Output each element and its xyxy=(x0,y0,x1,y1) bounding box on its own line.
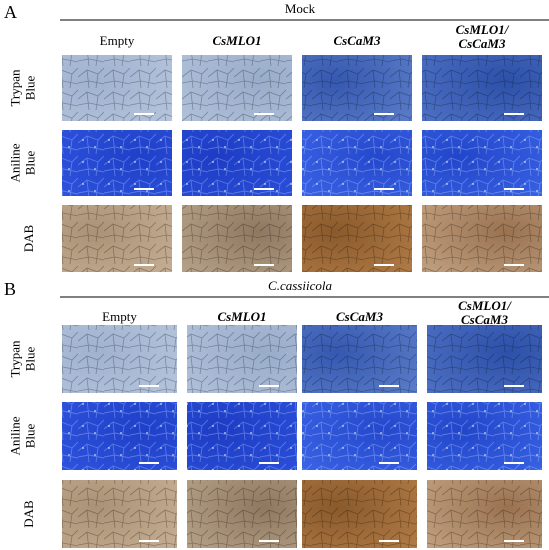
micrograph-texture xyxy=(62,402,177,470)
column-label: Empty xyxy=(102,309,137,324)
row-label-text: Aniline xyxy=(7,416,22,455)
column-label: CsMLO1 xyxy=(217,309,266,324)
micrograph-texture xyxy=(302,130,412,196)
row-label: Aniline Blue xyxy=(7,143,37,182)
micrograph-texture xyxy=(427,325,542,393)
row-label-text: Aniline xyxy=(7,143,22,182)
column-label: Empty xyxy=(100,33,135,48)
column-label: CsCaM3 xyxy=(336,309,383,324)
micrograph-texture xyxy=(427,480,542,548)
row-label-text: Blue xyxy=(22,346,37,371)
row-label-text: Trypan xyxy=(7,340,22,378)
micrograph-texture xyxy=(302,325,417,393)
micrograph-texture xyxy=(187,480,297,548)
row-label: DAB xyxy=(21,500,36,528)
row-label-text: DAB xyxy=(21,500,36,528)
column-label: CsCaM3 xyxy=(334,33,381,48)
column-label: CsCaM3 xyxy=(459,36,506,51)
panel-label: B xyxy=(4,279,16,299)
row-label: DAB xyxy=(21,224,36,252)
micrograph-texture xyxy=(187,402,297,470)
condition-label: C.cassiicola xyxy=(268,278,332,293)
row-label-text: Blue xyxy=(22,423,37,448)
panel-label: A xyxy=(4,2,17,22)
micrograph-texture xyxy=(182,55,292,121)
micrograph-texture xyxy=(422,55,542,121)
row-label: Trypan Blue xyxy=(7,69,37,107)
row-label: Trypan Blue xyxy=(7,340,37,378)
micrograph-texture xyxy=(182,205,292,272)
micrograph-texture xyxy=(302,55,412,121)
micrograph-texture xyxy=(187,325,297,393)
row-label-text: DAB xyxy=(21,224,36,252)
micrograph-texture xyxy=(62,325,177,393)
condition-label: Mock xyxy=(285,1,316,16)
micrograph-texture xyxy=(302,402,417,470)
micrograph-texture xyxy=(182,130,292,196)
micrograph-texture xyxy=(422,205,542,272)
column-label: CsCaM3 xyxy=(461,312,508,327)
column-label: CsMLO1/ xyxy=(456,22,510,37)
row-label-text: Blue xyxy=(22,150,37,175)
column-label: CsMLO1/ xyxy=(458,298,512,313)
micrograph-texture xyxy=(62,205,172,272)
micrograph-texture xyxy=(62,130,172,196)
micrograph-texture xyxy=(422,130,542,196)
micrograph-texture xyxy=(62,55,172,121)
row-label-text: Trypan xyxy=(7,69,22,107)
column-label: CsMLO1 xyxy=(212,33,261,48)
row-label-text: Blue xyxy=(22,75,37,100)
micrograph-texture xyxy=(62,480,177,548)
micrograph-texture xyxy=(427,402,542,470)
micrograph-texture xyxy=(302,480,417,548)
micrograph-texture xyxy=(302,205,412,272)
row-label: Aniline Blue xyxy=(7,416,37,455)
